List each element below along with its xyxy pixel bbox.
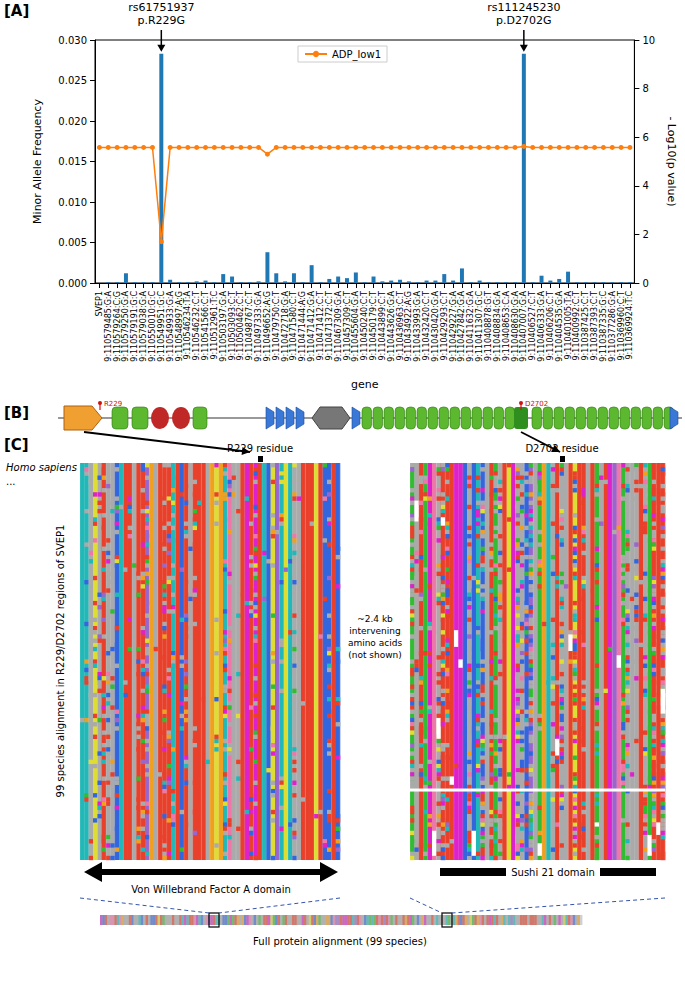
svg-text:9:110472718:G:A: 9:110472718:G:A — [281, 290, 290, 361]
svg-text:10: 10 — [642, 35, 655, 46]
svg-text:9:110548997:A:G: 9:110548997:A:G — [175, 291, 184, 362]
svg-text:9:110429293:C:T: 9:110429293:C:T — [440, 291, 449, 361]
svg-text:9:110408630:G:A: 9:110408630:G:A — [511, 290, 520, 361]
svg-text:9:110408834:G:A: 9:110408834:G:A — [493, 290, 502, 361]
svg-text:Sushi 21 domain: Sushi 21 domain — [511, 867, 595, 878]
svg-text:9:110471580:C:T: 9:110471580:C:T — [289, 291, 298, 361]
svg-text:0: 0 — [642, 278, 648, 289]
svg-text:9:110579264:C:G: 9:110579264:C:G — [113, 291, 122, 362]
svg-text:9:110503093:C:T: 9:110503093:C:T — [228, 291, 237, 361]
svg-text:9:110467309:G:A: 9:110467309:G:A — [334, 290, 343, 361]
svg-text:9:110369924:T:C: 9:110369924:T:C — [625, 291, 634, 360]
svg-text:Minor Allele Frequency: Minor Allele Frequency — [31, 99, 44, 224]
svg-text:0.010: 0.010 — [58, 197, 87, 208]
svg-text:9:110497333:G:A: 9:110497333:G:A — [254, 290, 263, 361]
svg-text:9:110550010:G:C: 9:110550010:G:C — [148, 291, 157, 362]
svg-text:9:110387425:C:T: 9:110387425:C:T — [581, 291, 590, 361]
svg-text:9:110400992:C:T: 9:110400992:C:T — [572, 291, 581, 361]
svg-text:9:110503197:G:A: 9:110503197:G:A — [219, 290, 228, 361]
svg-text:Full protein alignment (99 spe: Full protein alignment (99 species) — [253, 936, 427, 947]
svg-text:9:110579038:G:A: 9:110579038:G:A — [139, 290, 148, 361]
svg-text:0.025: 0.025 — [58, 75, 87, 86]
svg-text:9:110455604:G:A: 9:110455604:G:A — [351, 290, 360, 361]
svg-text:9:110479750:C:T: 9:110479750:C:T — [272, 291, 281, 361]
svg-text:99 species alignment in R229/D: 99 species alignment in R229/D2702 regio… — [55, 525, 66, 798]
svg-text:9:110432420:C:T: 9:110432420:C:T — [422, 291, 431, 361]
svg-text:0.020: 0.020 — [58, 116, 87, 127]
svg-text:p.D2702G: p.D2702G — [496, 14, 551, 27]
svg-text:9:110406527:C:T: 9:110406527:C:T — [528, 291, 537, 361]
svg-text:Homo sapiens: Homo sapiens — [6, 462, 77, 473]
svg-text:0.005: 0.005 — [58, 237, 87, 248]
svg-text:R229 residue: R229 residue — [227, 443, 293, 454]
svg-text:rs61751937: rs61751937 — [128, 1, 194, 14]
svg-text:9:110387393:C:T: 9:110387393:C:T — [590, 291, 599, 361]
svg-text:9:110579191:G:C: 9:110579191:G:C — [130, 291, 139, 362]
svg-text:D2702: D2702 — [525, 400, 548, 408]
svg-text:9:110408878:G:T: 9:110408878:G:T — [484, 291, 493, 361]
svg-text:[B]: [B] — [4, 404, 29, 422]
svg-text:9:110541566:C:T: 9:110541566:C:T — [201, 291, 210, 361]
svg-text:9:110500462:C:T: 9:110500462:C:T — [236, 291, 245, 361]
svg-text:9:110369960:C:T: 9:110369960:C:T — [617, 291, 626, 361]
svg-text:9:110407007:G:A: 9:110407007:G:A — [519, 290, 528, 361]
svg-text:intervening: intervening — [349, 626, 400, 636]
svg-text:9:110387335:G:C: 9:110387335:G:C — [599, 291, 608, 362]
svg-text:0.000: 0.000 — [58, 278, 87, 289]
svg-text:2: 2 — [642, 229, 648, 240]
svg-text:- Log10(p value): - Log10(p value) — [665, 116, 678, 206]
svg-text:9:110498767:C:T: 9:110498767:C:T — [245, 291, 254, 361]
svg-text:9:110377286:G:A: 9:110377286:G:A — [608, 290, 617, 361]
svg-text:9:110549951:G:C: 9:110549951:G:C — [157, 291, 166, 362]
svg-text:9:110471412:G:A: 9:110471412:G:A — [307, 290, 316, 361]
svg-text:9:110436963:C:T: 9:110436963:C:T — [396, 291, 405, 361]
svg-text:rs111245230: rs111245230 — [487, 1, 560, 14]
svg-text:9:110512961:T:C: 9:110512961:T:C — [210, 291, 219, 360]
svg-text:9:110427842:G:A: 9:110427842:G:A — [457, 290, 466, 361]
svg-text:p.R229G: p.R229G — [137, 14, 185, 27]
svg-text:6: 6 — [642, 132, 648, 143]
svg-text:9:110404535:G:A: 9:110404535:G:A — [555, 290, 564, 361]
svg-text:9:110546234:T:A: 9:110546234:T:A — [183, 290, 192, 359]
svg-text:0.030: 0.030 — [58, 35, 87, 46]
svg-text:9:110546232:C:T: 9:110546232:C:T — [192, 291, 201, 361]
svg-text:9:110401005:T:A: 9:110401005:T:A — [564, 290, 573, 359]
svg-text:ADP_low1: ADP_low1 — [332, 49, 381, 61]
svg-text:SVEP1: SVEP1 — [95, 291, 104, 317]
svg-text:9:110443899:C:T: 9:110443899:C:T — [378, 291, 387, 361]
svg-text:9:110406206:C:T: 9:110406206:C:T — [546, 291, 555, 361]
svg-text:9:110443626:G:A: 9:110443626:G:A — [387, 290, 396, 361]
svg-text:9:110406333:G:A: 9:110406333:G:A — [537, 290, 546, 361]
svg-text:gene: gene — [351, 378, 379, 391]
svg-text:9:110450179:C:T: 9:110450179:C:T — [369, 291, 378, 361]
svg-text:9:110429227:G:A: 9:110429227:G:A — [449, 290, 458, 361]
svg-text:9:110411307:G:C: 9:110411307:G:C — [475, 291, 484, 362]
svg-text:9:110579250:G:A: 9:110579250:G:A — [121, 290, 130, 361]
svg-text:9:110450240:C:T: 9:110450240:C:T — [360, 291, 369, 361]
svg-text:R229: R229 — [104, 400, 122, 408]
svg-text:9:110496652:A:G: 9:110496652:A:G — [263, 291, 272, 362]
svg-text:8: 8 — [642, 83, 648, 94]
svg-text:[A]: [A] — [4, 2, 29, 20]
svg-text:9:110471372:C:T: 9:110471372:C:T — [325, 291, 334, 361]
svg-text:9:110433993:G:A: 9:110433993:G:A — [413, 290, 422, 361]
svg-text:9:110411632:G:A: 9:110411632:G:A — [466, 290, 475, 361]
svg-text:amino acids: amino acids — [348, 638, 403, 648]
svg-text:9:110457309:C:T: 9:110457309:C:T — [343, 291, 352, 361]
svg-text:~2.4 kb: ~2.4 kb — [357, 614, 393, 624]
svg-text:9:110579485:G:A: 9:110579485:G:A — [104, 290, 113, 361]
svg-text:9:110434922:A:G: 9:110434922:A:G — [404, 291, 413, 362]
svg-text:9:110471412:C:T: 9:110471412:C:T — [316, 291, 325, 361]
svg-text:[C]: [C] — [4, 436, 29, 454]
svg-text:9:110471444:A:G: 9:110471444:A:G — [298, 291, 307, 362]
svg-text:(not shown): (not shown) — [348, 650, 402, 660]
svg-text:9:110408653:C:A: 9:110408653:C:A — [502, 290, 511, 361]
svg-text:Von Willebrand Factor A domain: Von Willebrand Factor A domain — [131, 884, 291, 895]
svg-text:4: 4 — [642, 180, 648, 191]
svg-text:D2702 residue: D2702 residue — [525, 443, 598, 454]
svg-text:9:110549933:G:A: 9:110549933:G:A — [166, 290, 175, 361]
svg-text:0.015: 0.015 — [58, 156, 87, 167]
svg-text:9:110430420:G:A: 9:110430420:G:A — [431, 290, 440, 361]
svg-text:...: ... — [6, 476, 16, 487]
